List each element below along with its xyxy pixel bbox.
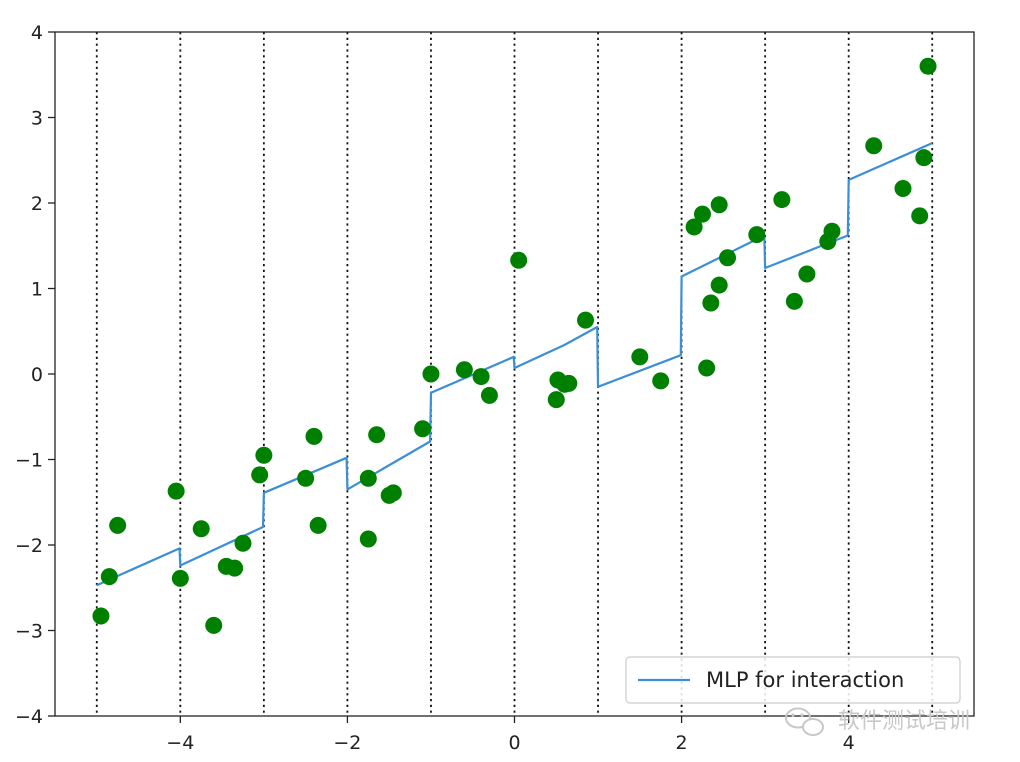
scatter-point-34 — [693, 205, 711, 223]
scatter-point-17 — [368, 426, 386, 444]
scatter-point-4 — [171, 569, 189, 587]
y-tick-label-3: −1 — [15, 450, 43, 472]
scatter-point-6 — [205, 616, 223, 634]
scatter-point-47 — [894, 179, 912, 197]
scatter-point-36 — [702, 294, 720, 312]
legend-label: MLP for interaction — [706, 668, 904, 692]
scatter-point-31 — [631, 348, 649, 366]
scatter-point-13 — [305, 427, 323, 445]
scatter-point-45 — [823, 222, 841, 240]
bin-edge-lines — [95, 32, 934, 716]
scatter-point-41 — [773, 191, 791, 209]
scatter-point-24 — [480, 386, 498, 404]
scatter-points — [92, 57, 937, 634]
scatter-point-3 — [167, 482, 185, 500]
scatter-point-48 — [911, 207, 929, 225]
wechat-icon — [785, 707, 824, 736]
y-axis-ticks: −4 −3 −2 −1 0 1 2 3 4 — [15, 22, 55, 728]
scatter-point-42 — [785, 292, 803, 310]
y-tick-label-6: 2 — [31, 193, 43, 215]
y-tick-label-5: 1 — [31, 279, 43, 301]
x-axis-ticks: −4 −2 0 2 4 — [166, 716, 855, 754]
x-tick-label-0: −4 — [166, 732, 194, 754]
scatter-point-33 — [685, 218, 703, 236]
legend: MLP for interaction — [625, 656, 961, 704]
scatter-point-25 — [510, 251, 528, 269]
scatter-point-29 — [560, 374, 578, 392]
scatter-point-14 — [309, 516, 327, 534]
scatter-point-38 — [710, 276, 728, 294]
legend-box — [625, 656, 961, 704]
scatter-point-2 — [109, 516, 127, 534]
scatter-point-10 — [251, 466, 269, 484]
scatter-point-21 — [422, 365, 440, 383]
scatter-point-30 — [577, 311, 595, 329]
line-series-mlp — [96, 142, 933, 587]
watermark-text: 软件测试培训 — [838, 709, 970, 734]
scatter-point-15 — [359, 469, 377, 487]
scatter-point-22 — [455, 361, 473, 379]
x-tick-label-3: 2 — [676, 732, 688, 754]
scatter-point-39 — [719, 249, 737, 267]
scatter-point-23 — [472, 368, 490, 386]
scatter-point-12 — [297, 469, 315, 487]
x-tick-label-1: −2 — [333, 732, 361, 754]
x-tick-label-4: 4 — [843, 732, 855, 754]
scatter-point-16 — [359, 530, 377, 548]
x-tick-label-2: 0 — [508, 732, 520, 754]
y-tick-label-0: −4 — [15, 706, 43, 728]
y-tick-label-2: −2 — [15, 535, 43, 557]
y-tick-label-7: 3 — [31, 108, 43, 130]
line-series-group — [96, 142, 933, 587]
y-tick-label-8: 4 — [31, 22, 43, 44]
scatter-point-49 — [915, 149, 933, 167]
scatter-point-1 — [100, 568, 118, 586]
scatter-point-8 — [226, 559, 244, 577]
scatter-point-46 — [865, 137, 883, 155]
scatter-point-40 — [748, 226, 766, 244]
scatter-point-9 — [234, 534, 252, 552]
scatter-point-0 — [92, 607, 110, 625]
scatter-point-32 — [652, 372, 670, 390]
scatter-point-11 — [255, 446, 273, 464]
scatter-point-26 — [547, 391, 565, 409]
scatter-point-20 — [414, 420, 432, 438]
y-tick-label-4: 0 — [31, 364, 43, 386]
scatter-point-35 — [698, 359, 716, 377]
y-tick-label-1: −3 — [15, 621, 43, 643]
watermark: 软件测试培训 — [785, 707, 970, 736]
scatter-point-50 — [919, 57, 937, 75]
scatter-point-5 — [192, 520, 210, 538]
scatter-point-19 — [384, 484, 402, 502]
scatter-point-43 — [798, 265, 816, 283]
scatter-point-37 — [710, 196, 728, 214]
